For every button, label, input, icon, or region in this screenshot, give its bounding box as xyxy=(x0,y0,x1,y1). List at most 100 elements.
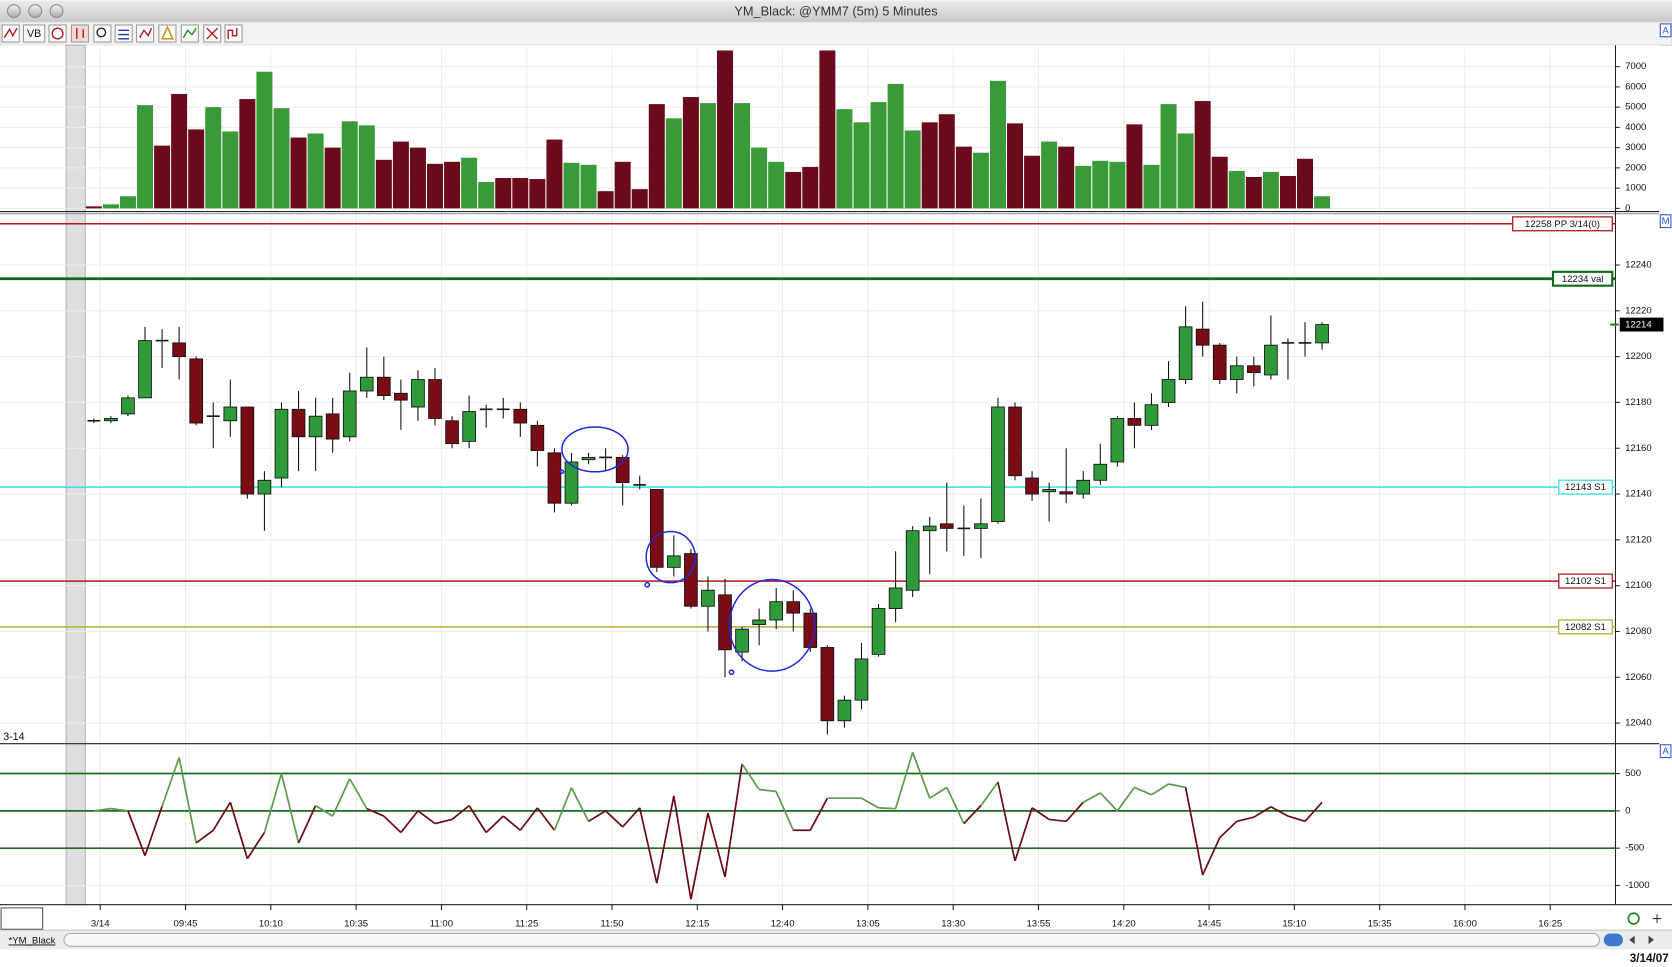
candle-body xyxy=(837,699,852,722)
oscillator-segment xyxy=(707,812,726,878)
tool-button[interactable] xyxy=(114,24,133,43)
scroll-left[interactable] xyxy=(1629,935,1635,945)
time-axis-box[interactable] xyxy=(0,907,44,930)
candle-body xyxy=(104,418,118,422)
volume-bar xyxy=(1041,141,1058,209)
glyph xyxy=(182,27,197,39)
volume-bar xyxy=(409,147,426,209)
annotation-dot xyxy=(644,581,651,588)
annotation-ellipse xyxy=(645,530,696,584)
scroll-right[interactable] xyxy=(1648,935,1654,945)
tool-button[interactable] xyxy=(180,24,199,43)
panel-button-label: M xyxy=(1662,216,1670,227)
level-label: 12143 S1 xyxy=(1565,482,1606,493)
tool-button[interactable] xyxy=(93,24,112,43)
candle-body xyxy=(138,340,152,399)
last-price-label: 12214 xyxy=(1625,320,1652,331)
oscillator-segment xyxy=(553,787,573,831)
oscillator-segment xyxy=(127,810,146,856)
volume-bar xyxy=(751,147,768,209)
zoom-button[interactable] xyxy=(49,4,64,19)
level-label-box xyxy=(1558,573,1613,589)
volume-bar xyxy=(1211,156,1228,209)
close-button[interactable] xyxy=(6,4,21,19)
oscillator-segment xyxy=(1253,806,1272,818)
oscillator-segment xyxy=(980,781,999,807)
glyph xyxy=(118,29,130,40)
x-tick-label: 10:10 xyxy=(259,918,283,929)
volume-bar xyxy=(734,103,751,209)
oscillator-segment xyxy=(929,786,948,799)
toolbar xyxy=(0,21,1672,46)
chart-tab[interactable]: *YM_Black xyxy=(9,935,56,946)
level-label: 12102 S1 xyxy=(1565,576,1606,587)
volume-bar xyxy=(580,164,597,209)
volume-bar xyxy=(102,204,119,209)
oscillator-segment xyxy=(536,807,556,831)
candle-body xyxy=(991,406,1005,522)
oscillator-segment xyxy=(434,818,453,825)
tool-button[interactable] xyxy=(48,24,67,43)
x-tick-label: 13:05 xyxy=(856,918,880,929)
volume-bar xyxy=(648,104,665,209)
oscillator-segment xyxy=(161,757,180,807)
add-button[interactable] xyxy=(1652,914,1662,923)
tool-button[interactable] xyxy=(224,24,243,43)
scrollbar[interactable] xyxy=(63,932,1601,947)
oscillator-segment xyxy=(178,757,198,844)
y-tick-label: 3000 xyxy=(1625,142,1646,153)
oscillator-segment xyxy=(1134,786,1152,796)
candle-body xyxy=(905,530,920,591)
annotation-dot xyxy=(728,669,735,676)
oscillator-segment xyxy=(280,773,300,844)
candle-body xyxy=(1042,489,1056,493)
volume-bar xyxy=(375,159,392,209)
oscillator-segment xyxy=(911,751,931,799)
candle-body xyxy=(445,420,459,445)
panel-button[interactable] xyxy=(1659,23,1672,38)
refresh-button[interactable] xyxy=(1627,912,1640,925)
volume-bar xyxy=(870,102,887,209)
volume-bar xyxy=(1262,171,1279,209)
y-tick-label: 12100 xyxy=(1625,580,1652,591)
x-tick-label: 16:25 xyxy=(1538,918,1562,929)
volume-bar xyxy=(1245,177,1262,209)
oscillator-segment xyxy=(229,802,249,859)
volume-bar xyxy=(205,107,222,209)
tool-button[interactable] xyxy=(70,24,90,43)
candle-body xyxy=(462,411,476,442)
glyph xyxy=(3,27,18,39)
tool-button[interactable] xyxy=(135,24,155,43)
x-tick-label: 13:55 xyxy=(1026,918,1050,929)
y-tick-label: 0 xyxy=(1625,805,1630,816)
x-tick-label: 12:40 xyxy=(771,918,795,929)
volume-bar xyxy=(1024,155,1041,209)
candle-body xyxy=(121,397,135,415)
x-tick-label: 10:35 xyxy=(344,918,368,929)
candle-body xyxy=(888,587,903,609)
annotation-dot xyxy=(559,469,565,475)
volume-bar xyxy=(836,109,853,209)
volume-bar xyxy=(819,50,836,209)
candle-body xyxy=(428,379,442,419)
panel-button[interactable] xyxy=(1659,214,1672,229)
volume-bar xyxy=(444,161,461,209)
candle-body xyxy=(274,408,289,479)
minimize-button[interactable] xyxy=(28,4,43,19)
candle-body xyxy=(581,456,596,461)
glyph xyxy=(161,25,174,40)
candle-body xyxy=(1247,365,1261,374)
oscillator-segment xyxy=(638,807,658,884)
x-tick-label: 15:35 xyxy=(1368,918,1392,929)
tool-button[interactable] xyxy=(1,24,20,43)
scroll-thumb[interactable] xyxy=(1603,933,1623,947)
oscillator-segment xyxy=(331,778,351,817)
x-tick-label: 09:45 xyxy=(174,918,198,929)
oscillator-segment xyxy=(946,786,965,824)
panel-button[interactable] xyxy=(1659,744,1672,759)
y-tick-label: 4000 xyxy=(1625,122,1646,133)
tool-button[interactable] xyxy=(22,24,46,43)
volume-bar xyxy=(154,145,171,209)
candle-body xyxy=(564,461,579,504)
